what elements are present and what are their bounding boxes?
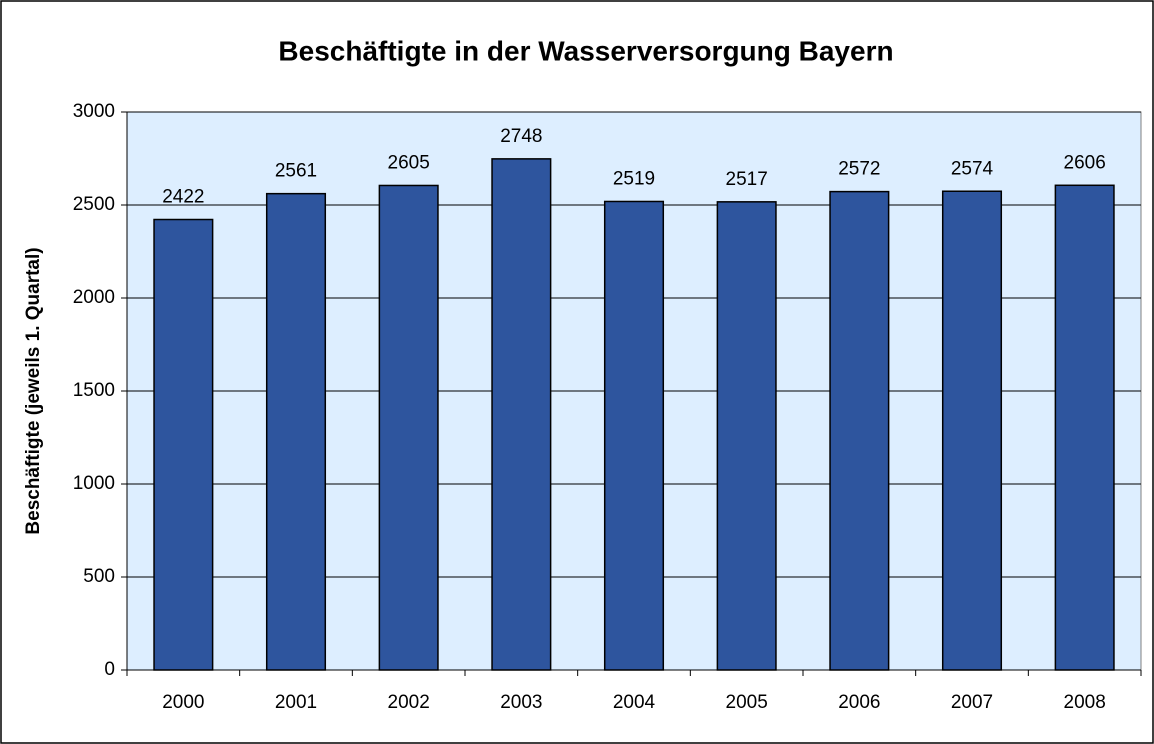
data-label: 2574 xyxy=(951,158,994,179)
data-label: 2422 xyxy=(162,187,204,208)
bar xyxy=(1054,184,1115,671)
bar xyxy=(265,192,327,671)
bar xyxy=(941,190,1003,671)
y-tick-label: 3000 xyxy=(73,101,115,122)
data-label: 2561 xyxy=(275,161,317,182)
bar xyxy=(491,158,552,671)
bar xyxy=(378,184,439,671)
data-label: 2572 xyxy=(838,159,880,180)
x-tick-label: 2008 xyxy=(1064,692,1106,713)
data-label: 2605 xyxy=(388,152,430,173)
y-tick-label: 0 xyxy=(104,659,115,680)
x-tick-label: 2000 xyxy=(162,692,204,713)
y-tick-label: 1000 xyxy=(73,473,115,494)
x-tick-label: 2001 xyxy=(275,692,317,713)
y-tick-label: 500 xyxy=(83,566,115,587)
x-tick-label: 2005 xyxy=(726,692,768,713)
data-label: 2517 xyxy=(726,169,768,190)
x-tick-label: 2003 xyxy=(500,692,542,713)
y-tick-label: 2000 xyxy=(73,287,115,308)
chart-title: Beschäftigte in der Wasserversorgung Bay… xyxy=(278,35,893,66)
bar xyxy=(829,190,890,671)
bar xyxy=(153,218,214,671)
y-axis-label: Beschäftigte (jeweils 1. Quartal) xyxy=(23,247,44,534)
data-label: 2748 xyxy=(500,126,542,147)
bar xyxy=(716,201,777,671)
x-tick-label: 2006 xyxy=(838,692,880,713)
x-tick-label: 2007 xyxy=(951,692,993,713)
data-label: 2519 xyxy=(613,168,655,189)
y-tick-label: 1500 xyxy=(73,380,115,401)
bar xyxy=(603,200,665,671)
data-label: 2606 xyxy=(1064,152,1106,173)
x-tick-label: 2004 xyxy=(613,692,656,713)
y-tick-label: 2500 xyxy=(73,194,115,215)
x-tick-label: 2002 xyxy=(388,692,430,713)
